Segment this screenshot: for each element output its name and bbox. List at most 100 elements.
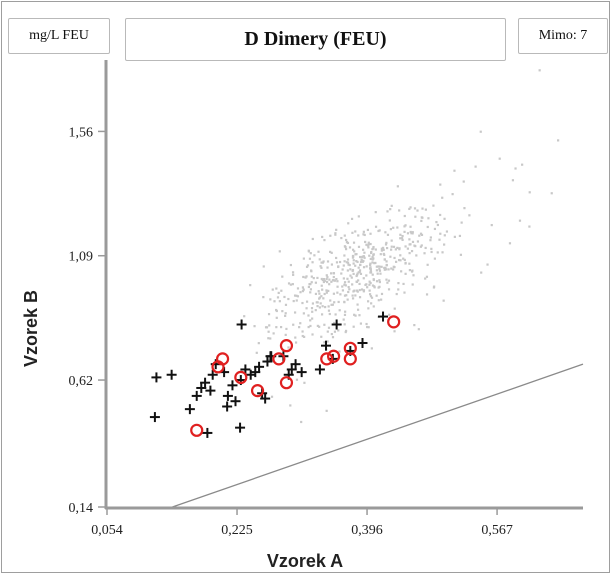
background-point <box>377 299 380 302</box>
background-point <box>355 259 358 263</box>
background-point <box>374 248 377 251</box>
background-point <box>369 257 372 261</box>
background-point <box>310 307 314 310</box>
background-point <box>325 289 328 292</box>
background-point <box>370 296 374 299</box>
background-point <box>404 262 407 265</box>
background-point <box>439 183 442 186</box>
background-point <box>394 248 397 251</box>
background-point <box>287 282 291 285</box>
background-point <box>379 272 382 275</box>
x-tick-label: 0,567 <box>481 523 513 538</box>
background-point <box>342 277 345 280</box>
background-point <box>381 248 384 252</box>
background-point <box>396 226 399 229</box>
background-point <box>338 350 341 353</box>
background-point <box>330 263 334 266</box>
background-point <box>424 208 427 211</box>
background-point <box>425 275 429 278</box>
background-point <box>302 275 305 279</box>
x-tick-label: 0,225 <box>221 523 253 538</box>
cross-point <box>196 382 207 393</box>
background-point <box>343 313 347 316</box>
background-point <box>379 253 382 256</box>
circle-point <box>272 352 286 366</box>
background-point <box>378 285 381 288</box>
background-point <box>433 227 437 231</box>
background-point <box>285 327 288 331</box>
background-point <box>380 292 384 296</box>
background-point <box>331 303 334 306</box>
background-point <box>305 300 309 303</box>
background-point <box>275 316 278 319</box>
background-point <box>296 287 300 290</box>
background-point <box>360 288 364 291</box>
background-point <box>406 232 410 235</box>
background-point <box>389 208 392 211</box>
background-point <box>404 245 407 248</box>
background-point <box>538 69 541 72</box>
background-point <box>368 283 371 286</box>
background-point <box>346 277 349 280</box>
background-point <box>350 276 353 279</box>
background-point <box>275 326 278 329</box>
background-point <box>328 283 331 286</box>
background-point <box>351 248 355 251</box>
background-point <box>372 253 375 256</box>
background-point <box>332 275 335 279</box>
background-point <box>364 283 367 287</box>
background-point <box>380 298 383 301</box>
background-point <box>375 265 378 268</box>
background-point <box>409 230 412 234</box>
background-point <box>347 263 350 266</box>
circle-point <box>387 315 401 329</box>
background-point <box>381 246 385 250</box>
background-point <box>371 258 374 261</box>
background-point <box>430 250 433 254</box>
background-point <box>328 312 331 316</box>
background-point <box>347 285 350 289</box>
background-point <box>435 220 438 224</box>
background-point <box>421 216 424 219</box>
background-point <box>445 230 449 233</box>
background-point <box>336 280 339 283</box>
background-point <box>397 288 400 291</box>
background-point <box>347 222 350 225</box>
cross-point <box>166 369 177 380</box>
background-point <box>287 297 290 301</box>
background-point <box>427 217 430 220</box>
background-point <box>321 288 324 291</box>
background-point <box>404 272 407 275</box>
background-point <box>359 322 363 325</box>
background-point <box>309 319 312 322</box>
background-point <box>299 322 302 325</box>
background-point <box>357 245 361 248</box>
background-point <box>375 269 379 272</box>
background-point <box>362 233 365 236</box>
background-point <box>305 275 308 278</box>
background-point <box>323 341 326 344</box>
background-point <box>511 179 515 182</box>
background-point <box>336 291 339 294</box>
background-point <box>373 285 376 288</box>
background-point <box>361 255 364 259</box>
background-point <box>384 243 388 246</box>
background-point <box>400 270 403 273</box>
background-point <box>351 269 354 273</box>
background-point <box>267 330 270 333</box>
background-point <box>323 279 326 283</box>
cross-point <box>286 364 297 375</box>
background-point <box>411 232 414 235</box>
background-point <box>399 233 402 236</box>
background-point <box>269 337 272 340</box>
background-point <box>426 225 429 229</box>
background-point <box>385 263 388 267</box>
background-point <box>276 296 280 299</box>
background-point <box>335 256 338 260</box>
background-point <box>409 206 412 209</box>
background-point <box>371 273 374 276</box>
background-point <box>372 305 375 308</box>
background-point <box>334 313 337 316</box>
background-point <box>337 300 340 304</box>
